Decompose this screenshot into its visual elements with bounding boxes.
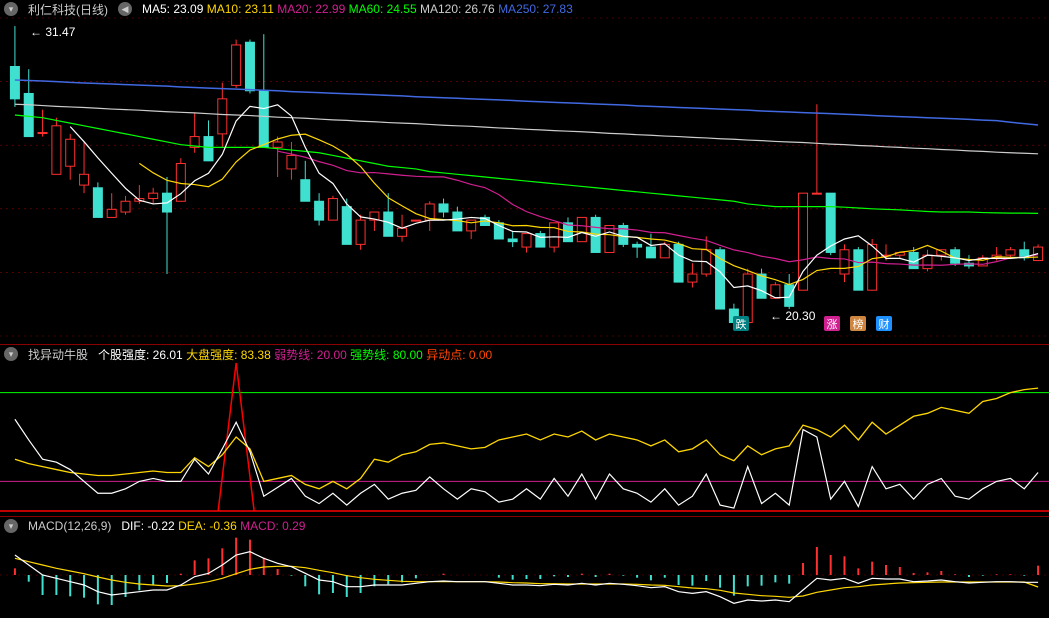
- indicator-label: MA120: 26.76: [420, 2, 495, 16]
- prev-icon[interactable]: ◀: [118, 2, 132, 16]
- indicator-label: 大盘强度: 83.38: [186, 348, 271, 362]
- indicator-label: 个股强度: 26.01: [98, 348, 183, 362]
- indicator2-panel: ▾ MACD(12,26,9) DIF: -0.22 DEA: -0.36 MA…: [0, 516, 1049, 616]
- indicator-label: 弱势线: 20.00: [274, 348, 347, 362]
- ind2-title: MACD(12,26,9): [28, 519, 111, 533]
- indicator-label: 强势线: 80.00: [350, 348, 423, 362]
- stock-title: 利仁科技(日线): [28, 1, 108, 18]
- svg-text:← 31.47: ← 31.47: [30, 25, 76, 39]
- collapse-icon[interactable]: ▾: [4, 2, 18, 16]
- indicator1-panel: ▾ 找异动牛股 个股强度: 26.01 大盘强度: 83.38 弱势线: 20.…: [0, 344, 1049, 514]
- indicator-label: MACD: 0.29: [240, 519, 305, 533]
- ind1-header: ▾ 找异动牛股 个股强度: 26.01 大盘强度: 83.38 弱势线: 20.…: [0, 345, 492, 363]
- indicator-label: 异动点: 0.00: [426, 348, 492, 362]
- main-chart-panel: ▾ 利仁科技(日线) ◀ MA5: 23.09 MA10: 23.11 MA20…: [0, 0, 1049, 342]
- ind2-header: ▾ MACD(12,26,9) DIF: -0.22 DEA: -0.36 MA…: [0, 517, 305, 535]
- svg-text:财: 财: [879, 317, 890, 331]
- svg-text:← 20.30: ← 20.30: [770, 309, 816, 323]
- ind1-title: 找异动牛股: [28, 346, 88, 363]
- indicator-label: DIF: -0.22: [121, 519, 174, 533]
- indicator-label: MA60: 24.55: [349, 2, 417, 16]
- candlestick-chart[interactable]: ← 31.47 ← 20.30 跌 涨 榜 财: [0, 0, 1049, 342]
- main-header: ▾ 利仁科技(日线) ◀ MA5: 23.09 MA10: 23.11 MA20…: [0, 0, 573, 18]
- indicator-label: MA5: 23.09: [142, 2, 203, 16]
- collapse-icon[interactable]: ▾: [4, 347, 18, 361]
- svg-text:跌: 跌: [736, 317, 747, 331]
- svg-text:涨: 涨: [827, 318, 838, 331]
- svg-text:榜: 榜: [853, 317, 864, 331]
- indicator-label: MA20: 22.99: [277, 2, 345, 16]
- strength-chart[interactable]: [0, 345, 1049, 515]
- collapse-icon[interactable]: ▾: [4, 519, 18, 533]
- indicator-label: DEA: -0.36: [178, 519, 237, 533]
- indicator-label: MA250: 27.83: [498, 2, 573, 16]
- indicator-label: MA10: 23.11: [207, 2, 274, 16]
